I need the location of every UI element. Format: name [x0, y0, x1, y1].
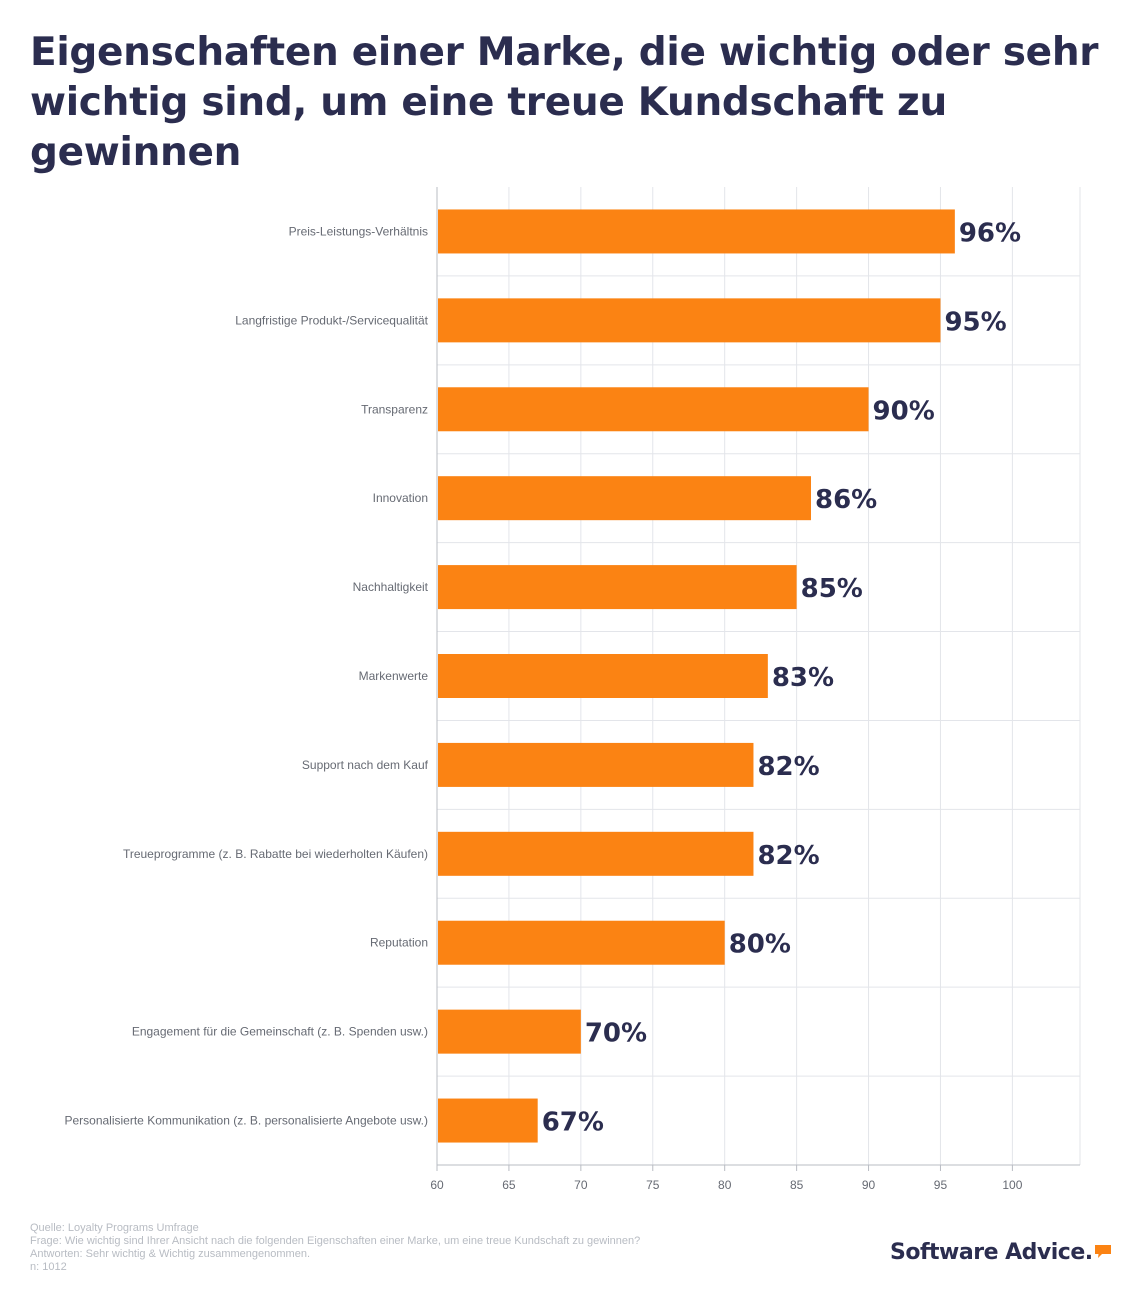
brand-logo: Software Advice.: [890, 1240, 1112, 1265]
value-label: 86%: [815, 485, 877, 515]
chart-footer: Quelle: Loyalty Programs Umfrage Frage: …: [30, 1222, 830, 1274]
x-tick-label: 75: [646, 1178, 660, 1192]
category-label: Preis-Leistungs-Verhältnis: [289, 224, 428, 238]
x-tick-label: 65: [502, 1178, 516, 1192]
sample-size-note: n: 1012: [30, 1261, 67, 1273]
labels: 60 65 70 75 80 85 90 95 100 Preis-Leistungs-Verhä…: [64, 218, 1022, 1192]
bars: [438, 209, 955, 1143]
category-label: Support nach dem Kauf: [302, 758, 429, 772]
bar: [438, 565, 797, 610]
value-label: 83%: [772, 663, 834, 693]
value-label: 67%: [542, 1108, 604, 1138]
bar: [438, 387, 869, 432]
speech-bubble-icon: [1094, 1245, 1111, 1258]
category-label: Engagement für die Gemeinschaft (z. B. S…: [132, 1025, 428, 1039]
value-label: 85%: [801, 574, 863, 604]
value-label: 90%: [873, 396, 935, 426]
category-label: Treueprogramme (z. B. Rabatte bei wieder…: [123, 847, 428, 861]
category-label: Innovation: [373, 491, 428, 505]
bar: [438, 920, 725, 965]
chart-title: Eigenschaften einer Marke, die wichtig o…: [30, 30, 1099, 175]
category-label: Reputation: [370, 936, 428, 950]
category-label: Nachhaltigkeit: [353, 580, 429, 594]
value-label: 70%: [585, 1019, 647, 1049]
x-tick-label: 60: [430, 1178, 444, 1192]
x-tick-label: 95: [934, 1178, 948, 1192]
category-label: Personalisierte Kommunikation (z. B. per…: [64, 1114, 428, 1128]
x-tick-label: 90: [862, 1178, 876, 1192]
bar: [438, 654, 768, 698]
bar: [438, 1098, 538, 1143]
category-label: Transparenz: [361, 402, 428, 416]
category-label: Langfristige Produkt-/Servicequalität: [235, 313, 428, 327]
value-label: 82%: [757, 752, 819, 782]
bar: [438, 209, 955, 254]
question-note: Frage: Wie wichtig sind Ihrer Ansicht na…: [30, 1235, 641, 1247]
source-note: Quelle: Loyalty Programs Umfrage: [30, 1222, 199, 1234]
x-tick-label: 80: [718, 1178, 732, 1192]
value-label: 95%: [944, 307, 1006, 337]
bar: [438, 1009, 581, 1054]
x-tick-label: 70: [574, 1178, 588, 1192]
bar: [438, 298, 941, 343]
brand-name: Software Advice.: [890, 1240, 1093, 1265]
value-label: 96%: [959, 218, 1021, 248]
category-label: Markenwerte: [359, 669, 429, 683]
bar: [438, 831, 754, 876]
bar-chart: 60 65 70 75 80 85 90 95 100 Preis-Leistungs-Verhä…: [64, 187, 1081, 1192]
bar: [438, 742, 754, 787]
x-tick-label: 85: [790, 1178, 804, 1192]
bar: [438, 476, 812, 521]
x-tick-label: 100: [1002, 1178, 1022, 1192]
value-label: 82%: [757, 841, 819, 871]
answers-note: Antworten: Sehr wichtig & Wichtig zusamm…: [30, 1248, 311, 1260]
value-label: 80%: [729, 930, 791, 960]
